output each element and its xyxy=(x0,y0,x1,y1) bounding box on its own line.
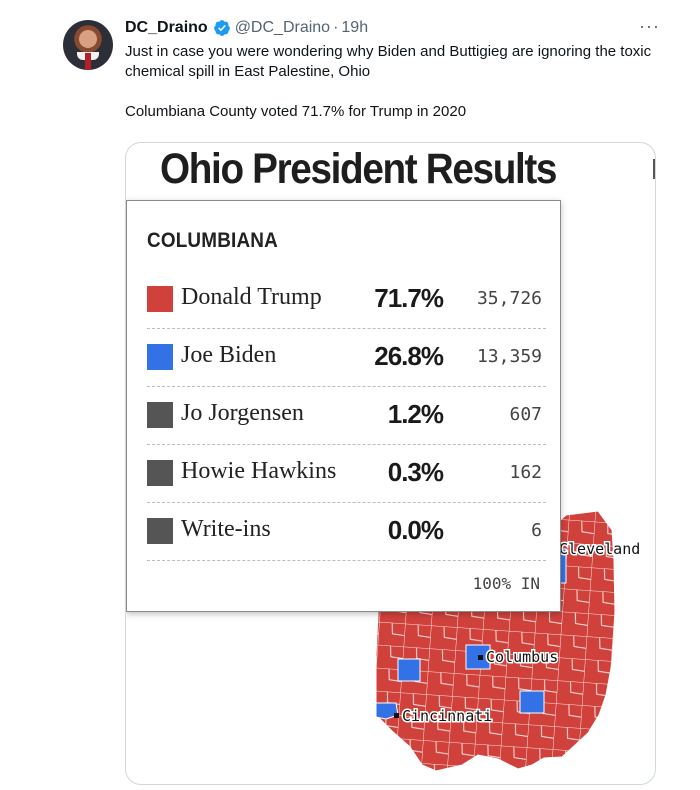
candidate-name: Donald Trump xyxy=(181,284,322,310)
result-row: Write-ins 0.0% 6 xyxy=(147,503,546,561)
candidate-name: Howie Hawkins xyxy=(181,458,337,484)
result-row: Joe Biden 26.8% 13,359 xyxy=(147,329,546,387)
vote-count: 162 xyxy=(509,462,542,483)
candidate-color-swatch xyxy=(147,286,173,312)
tweet-media-image[interactable]: Ohio President Results Cleveland Columbu… xyxy=(125,142,656,785)
scroll-indicator xyxy=(653,159,655,179)
tweet-header: DC_Draino @DC_Draino · 19h xyxy=(125,17,368,39)
county-name: COLUMBIANA xyxy=(147,229,278,252)
vote-count: 35,726 xyxy=(476,288,542,309)
vote-percent: 26.8% xyxy=(374,341,444,371)
separator-dot: · xyxy=(333,19,339,36)
county-athens xyxy=(519,690,545,714)
result-row: Howie Hawkins 0.3% 162 xyxy=(147,445,546,503)
verified-badge-icon xyxy=(213,20,230,36)
county-montgomery xyxy=(397,658,421,682)
vote-percent: 0.3% xyxy=(387,457,444,487)
candidate-color-swatch xyxy=(147,460,173,486)
city-label-columbus: Columbus xyxy=(486,648,558,666)
tweet-text-line2: Columbiana County voted 71.7% for Trump … xyxy=(125,103,467,120)
timestamp[interactable]: 19h xyxy=(341,19,369,36)
city-marker-columbus xyxy=(478,655,483,660)
candidate-name: Write-ins xyxy=(181,516,271,542)
candidate-name: Jo Jorgensen xyxy=(181,400,304,426)
reporting-status: 100% IN xyxy=(472,574,540,593)
user-handle[interactable]: @DC_Draino xyxy=(234,19,331,36)
paragraph-gap xyxy=(125,82,665,102)
vote-percent: 71.7% xyxy=(374,283,444,313)
result-row: Jo Jorgensen 1.2% 607 xyxy=(147,387,546,445)
more-options-icon[interactable]: ··· xyxy=(639,16,660,36)
avatar-tie xyxy=(85,53,91,70)
candidate-name: Joe Biden xyxy=(181,342,277,368)
vote-count: 6 xyxy=(531,520,542,541)
biden-counties xyxy=(375,548,567,720)
county-results-popup: COLUMBIANA Donald Trump 71.7% 35,726 Joe… xyxy=(126,200,561,612)
tweet-text: Just in case you were wondering why Bide… xyxy=(125,42,665,122)
city-marker-cincinnati xyxy=(394,713,399,718)
display-name[interactable]: DC_Draino xyxy=(125,19,208,36)
tweet-text-line1: Just in case you were wondering why Bide… xyxy=(125,43,652,80)
candidate-color-swatch xyxy=(147,344,173,370)
vote-percent: 0.0% xyxy=(387,515,444,545)
vote-percent: 1.2% xyxy=(387,399,444,429)
vote-count: 607 xyxy=(509,404,542,425)
map-title: Ohio President Results xyxy=(160,145,557,193)
avatar[interactable] xyxy=(63,20,113,70)
candidate-color-swatch xyxy=(147,518,173,544)
candidate-color-swatch xyxy=(147,402,173,428)
vote-count: 13,359 xyxy=(476,346,542,367)
city-label-cleveland: Cleveland xyxy=(559,540,640,558)
county-hamilton xyxy=(375,702,399,720)
city-label-cincinnati: Cincinnati xyxy=(402,707,492,725)
result-row: Donald Trump 71.7% 35,726 xyxy=(147,271,546,329)
